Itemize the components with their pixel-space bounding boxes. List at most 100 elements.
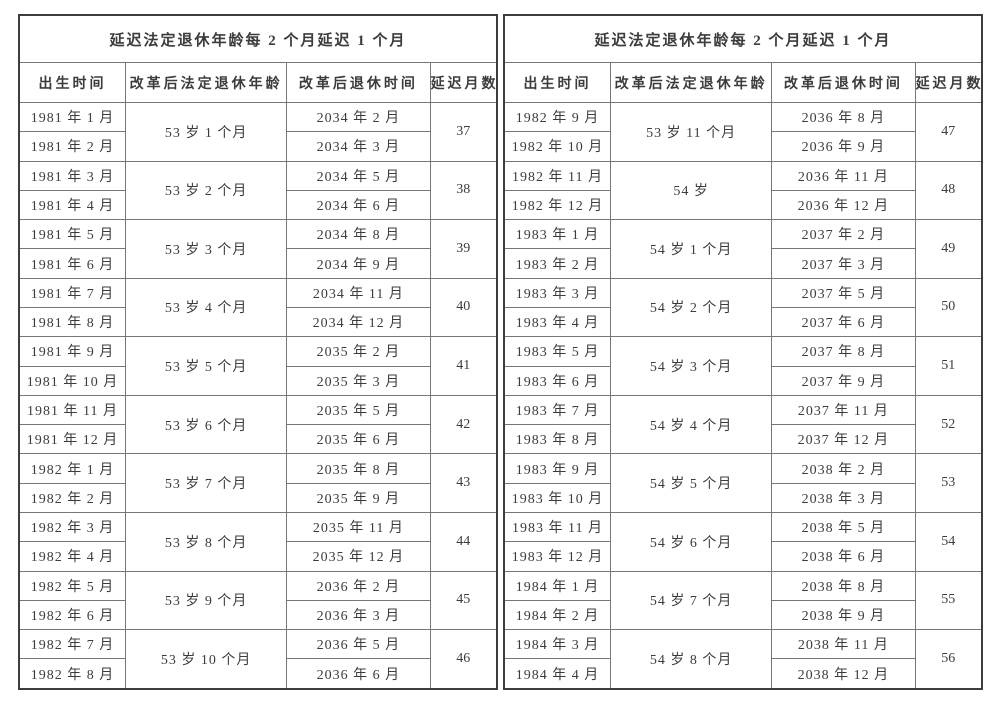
retirement-date-cell: 2037 年 6 月: [771, 306, 916, 338]
retirement-date-cell: 2037 年 8 月: [771, 336, 916, 367]
delay-months-cell: 51: [914, 336, 983, 396]
table-row: 1982 年 5 月 53 岁 9 个月 2036 年 2 月 45: [18, 570, 498, 631]
birth-month-cell: 1981 年 7 月: [18, 277, 127, 308]
retirement-age-cell: 53 岁 6 个月: [125, 394, 288, 455]
retirement-table: 延迟法定退休年龄每 2 个月延迟 1 个月 出生时间 改革后法定退休年龄 改革后退休…: [503, 14, 983, 690]
title-row: 延迟法定退休年龄每 2 个月延迟 1 个月: [503, 14, 983, 63]
retirement-date-cell: 2036 年 8 月: [771, 101, 916, 133]
retirement-date-cell: 2038 年 5 月: [771, 511, 916, 543]
birth-month-cell: 1982 年 11 月: [503, 160, 612, 191]
birth-month-cell: 1982 年 4 月: [18, 541, 127, 572]
retirement-date-cell: 2037 年 5 月: [771, 277, 916, 308]
birth-month-cell: 1983 年 10 月: [503, 482, 612, 513]
birth-month-cell: 1983 年 5 月: [503, 336, 612, 367]
table-row: 1982 年 4 月 2035 年 12 月: [18, 541, 497, 572]
table-row: 1982 年 11 月 54 岁 2036 年 11 月 48: [503, 160, 983, 221]
retirement-date-cell: 2038 年 3 月: [771, 482, 916, 513]
table-row: 1981 年 4 月 2034 年 6 月: [18, 189, 497, 221]
table-title: 延迟法定退休年龄每 2 个月延迟 1 个月: [18, 14, 498, 63]
retirement-age-cell: 53 岁 9 个月: [125, 570, 288, 631]
retirement-date-cell: 2038 年 12 月: [771, 658, 916, 690]
retirement-date-cell: 2038 年 6 月: [771, 541, 916, 572]
birth-month-cell: 1981 年 11 月: [18, 394, 127, 426]
table-row: 1981 年 2 月 2034 年 3 月: [18, 131, 497, 162]
delay-months-cell: 39: [429, 219, 498, 279]
column-header: 改革后法定退休年龄: [610, 62, 773, 103]
birth-month-cell: 1981 年 4 月: [18, 189, 127, 221]
retirement-date-cell: 2037 年 9 月: [771, 365, 916, 396]
retirement-date-cell: 2035 年 11 月: [286, 511, 431, 543]
retirement-date-cell: 2037 年 11 月: [771, 394, 916, 426]
birth-month-cell: 1984 年 4 月: [503, 658, 612, 690]
retirement-date-cell: 2034 年 5 月: [286, 160, 431, 191]
retirement-date-cell: 2034 年 8 月: [286, 219, 431, 250]
retirement-age-cell: 53 岁 1 个月: [125, 102, 288, 162]
delay-months-cell: 55: [914, 570, 983, 631]
delay-months-cell: 50: [914, 277, 983, 338]
retirement-date-cell: 2036 年 5 月: [286, 629, 431, 660]
delay-months-cell: 53: [914, 453, 983, 513]
column-header: 出生时间: [503, 62, 612, 103]
retirement-date-cell: 2035 年 6 月: [286, 424, 431, 455]
delay-months-cell: 42: [429, 394, 498, 455]
retirement-date-cell: 2036 年 9 月: [771, 131, 916, 162]
birth-month-cell: 1981 年 2 月: [18, 131, 127, 162]
retirement-date-cell: 2038 年 2 月: [771, 453, 916, 484]
column-header: 延迟月数: [914, 62, 983, 103]
table-row: 1981 年 5 月 53 岁 3 个月 2034 年 8 月 39: [18, 219, 498, 279]
retirement-age-cell: 54 岁 3 个月: [610, 336, 773, 396]
birth-month-cell: 1982 年 2 月: [18, 482, 127, 513]
retirement-date-cell: 2036 年 6 月: [286, 658, 431, 690]
retirement-date-cell: 2038 年 9 月: [771, 599, 916, 631]
birth-month-cell: 1981 年 3 月: [18, 160, 127, 191]
birth-month-cell: 1981 年 10 月: [18, 365, 127, 396]
birth-month-cell: 1983 年 1 月: [503, 219, 612, 250]
birth-month-cell: 1983 年 8 月: [503, 424, 612, 455]
delay-months-cell: 45: [429, 570, 498, 631]
table-row: 1983 年 2 月 2037 年 3 月: [503, 248, 982, 279]
table-row: 1981 年 11 月 53 岁 6 个月 2035 年 5 月 42: [18, 394, 498, 455]
birth-month-cell: 1983 年 4 月: [503, 306, 612, 338]
delay-months-cell: 47: [914, 102, 983, 162]
table-row: 1983 年 7 月 54 岁 4 个月 2037 年 11 月 52: [503, 394, 983, 455]
table-row: 1981 年 9 月 53 岁 5 个月 2035 年 2 月 41: [18, 336, 498, 396]
birth-month-cell: 1983 年 7 月: [503, 394, 612, 426]
table-body: 1982 年 9 月 53 岁 11 个月 2036 年 8 月 47 1982 年 1…: [503, 101, 983, 690]
table-body: 1981 年 1 月 53 岁 1 个月 2034 年 2 月 37 1981 年 2 …: [18, 101, 498, 690]
table-row: 1981 年 8 月 2034 年 12 月: [18, 306, 497, 338]
column-header: 改革后退休时间: [771, 62, 916, 103]
retirement-age-cell: 53 岁 11 个月: [610, 102, 773, 162]
retirement-date-cell: 2035 年 12 月: [286, 541, 431, 572]
retirement-age-cell: 53 岁 10 个月: [125, 629, 288, 690]
birth-month-cell: 1981 年 12 月: [18, 424, 127, 455]
birth-month-cell: 1982 年 6 月: [18, 599, 127, 631]
retirement-date-cell: 2035 年 5 月: [286, 394, 431, 426]
tables-container: 延迟法定退休年龄每 2 个月延迟 1 个月 出生时间 改革后法定退休年龄 改革后退休…: [18, 14, 983, 690]
table-title: 延迟法定退休年龄每 2 个月延迟 1 个月: [503, 14, 983, 63]
retirement-date-cell: 2034 年 3 月: [286, 131, 431, 162]
retirement-date-cell: 2037 年 12 月: [771, 424, 916, 455]
retirement-date-cell: 2035 年 9 月: [286, 482, 431, 513]
retirement-date-cell: 2034 年 12 月: [286, 306, 431, 338]
delay-months-cell: 37: [429, 102, 498, 162]
delay-months-cell: 54: [914, 511, 983, 572]
delay-months-cell: 40: [429, 277, 498, 338]
birth-month-cell: 1982 年 3 月: [18, 511, 127, 543]
table-row: 1982 年 12 月 2036 年 12 月: [503, 189, 982, 221]
retirement-date-cell: 2034 年 6 月: [286, 189, 431, 221]
table-row: 1981 年 7 月 53 岁 4 个月 2034 年 11 月 40: [18, 277, 498, 338]
birth-month-cell: 1982 年 1 月: [18, 453, 127, 484]
title-row: 延迟法定退休年龄每 2 个月延迟 1 个月: [18, 14, 498, 63]
retirement-age-cell: 54 岁 4 个月: [610, 394, 773, 455]
table-row: 1983 年 3 月 54 岁 2 个月 2037 年 5 月 50: [503, 277, 983, 338]
retirement-age-cell: 54 岁 6 个月: [610, 511, 773, 572]
retirement-date-cell: 2036 年 2 月: [286, 570, 431, 601]
birth-month-cell: 1984 年 2 月: [503, 599, 612, 631]
delay-months-cell: 43: [429, 453, 498, 513]
retirement-age-cell: 53 岁 3 个月: [125, 219, 288, 279]
retirement-date-cell: 2036 年 3 月: [286, 599, 431, 631]
table-row: 1983 年 1 月 54 岁 1 个月 2037 年 2 月 49: [503, 219, 983, 279]
delay-months-cell: 44: [429, 511, 498, 572]
table-row: 1983 年 5 月 54 岁 3 个月 2037 年 8 月 51: [503, 336, 983, 396]
column-header: 延迟月数: [429, 62, 498, 103]
